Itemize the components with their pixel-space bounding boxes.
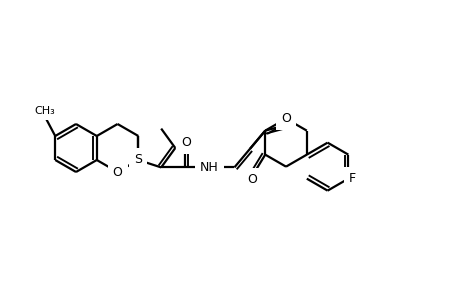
Text: CH₃: CH₃ xyxy=(35,106,56,116)
Text: O: O xyxy=(181,136,190,149)
Text: NH: NH xyxy=(199,161,218,174)
Text: O: O xyxy=(112,166,122,178)
Text: S: S xyxy=(134,154,142,166)
Text: O: O xyxy=(280,112,291,125)
Text: O: O xyxy=(247,173,257,186)
Text: F: F xyxy=(348,172,355,185)
